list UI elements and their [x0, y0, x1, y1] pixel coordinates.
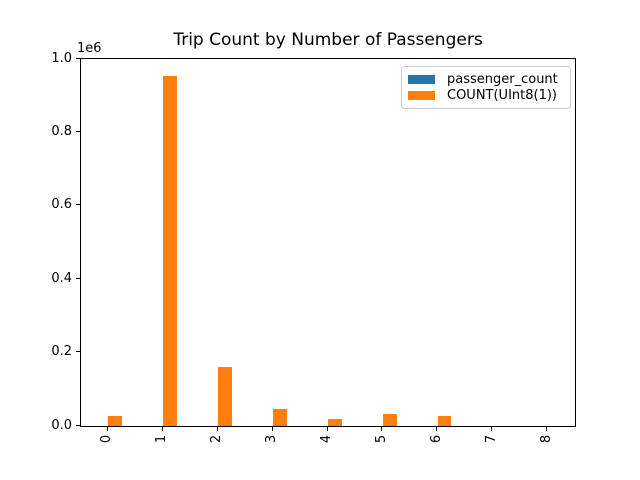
y-tick-mark [76, 351, 80, 353]
x-tick-label: 2 [209, 434, 225, 444]
legend-swatch-blue [408, 75, 435, 85]
x-tick-label: 4 [319, 434, 334, 444]
bar-COUNT(UInt8(1))-x1 [163, 75, 178, 426]
y-tick-mark [76, 204, 80, 206]
x-tick-label: 3 [264, 434, 280, 444]
x-tick-label: 6 [428, 434, 444, 444]
legend: passenger_count COUNT(UInt8(1)) [401, 66, 571, 109]
bar-COUNT(UInt8(1))-x0 [108, 415, 123, 426]
x-tick-mark [491, 427, 493, 431]
y-tick-mark [76, 57, 80, 59]
x-tick-mark [381, 427, 383, 431]
x-tick-mark [546, 427, 548, 431]
y-tick-label: 1.0 [51, 50, 72, 66]
legend-label: COUNT(UInt8(1)) [447, 87, 558, 103]
y-tick-mark [76, 277, 80, 279]
bar-COUNT(UInt8(1))-x6 [437, 416, 452, 426]
legend-item-passenger-count: passenger_count [408, 72, 562, 87]
legend-item-count: COUNT(UInt8(1)) [408, 88, 562, 103]
plot-area [80, 58, 576, 427]
bar-COUNT(UInt8(1))-x3 [273, 409, 287, 426]
y-tick-label: 0.0 [51, 417, 72, 433]
x-tick-label: 1 [154, 434, 170, 444]
legend-swatch-orange [408, 90, 435, 100]
y-tick-label: 0.4 [51, 270, 72, 286]
bar-COUNT(UInt8(1))-x5 [382, 413, 397, 426]
legend-label: passenger_count [447, 72, 558, 88]
y-tick-label: 0.6 [51, 197, 72, 213]
x-tick-label: 7 [483, 434, 499, 444]
x-tick-mark [216, 427, 218, 431]
x-tick-label: 8 [538, 434, 554, 444]
x-tick-mark [326, 427, 328, 431]
bar-COUNT(UInt8(1))-x4 [328, 419, 342, 426]
chart-title: Trip Count by Number of Passengers [173, 30, 483, 50]
x-tick-label: 5 [373, 434, 389, 444]
y-tick-label: 0.2 [51, 344, 72, 360]
x-tick-mark [106, 427, 108, 431]
x-tick-mark [436, 427, 438, 431]
x-tick-mark [271, 427, 273, 431]
x-tick-mark [161, 427, 163, 431]
bars-layer [81, 59, 575, 426]
y-tick-label: 0.8 [51, 123, 72, 139]
y-tick-mark [76, 130, 80, 132]
x-tick-label: 0 [99, 434, 115, 444]
y-axis-offset-label: 1e6 [77, 41, 102, 56]
y-tick-mark [76, 424, 80, 426]
bar-COUNT(UInt8(1))-x2 [218, 367, 232, 426]
